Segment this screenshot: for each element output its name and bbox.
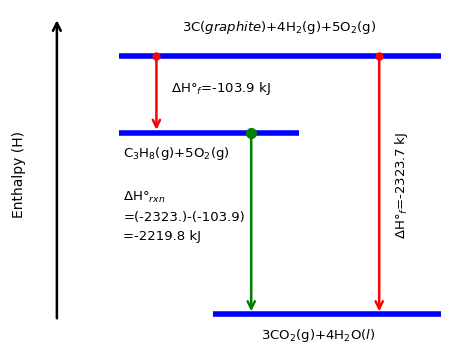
Text: $\Delta$H°$_f$=-2323.7 kJ: $\Delta$H°$_f$=-2323.7 kJ	[393, 131, 410, 239]
Text: 3C($\it{graphite}$)+4H$_2$(g)+5O$_2$(g): 3C($\it{graphite}$)+4H$_2$(g)+5O$_2$(g)	[182, 20, 377, 36]
Text: $\Delta$H°$_f$=-103.9 kJ: $\Delta$H°$_f$=-103.9 kJ	[171, 81, 270, 97]
Text: C$_3$H$_8$(g)+5O$_2$(g): C$_3$H$_8$(g)+5O$_2$(g)	[123, 145, 230, 162]
Text: $\Delta$H°$_{rxn}$
=(-2323.)-(-103.9)
=-2219.8 kJ: $\Delta$H°$_{rxn}$ =(-2323.)-(-103.9) =-…	[123, 190, 245, 243]
Text: 3CO$_2$(g)+4H$_2$O($\it{l}$): 3CO$_2$(g)+4H$_2$O($\it{l}$)	[261, 327, 375, 343]
Text: Enthalpy (H): Enthalpy (H)	[12, 131, 26, 218]
